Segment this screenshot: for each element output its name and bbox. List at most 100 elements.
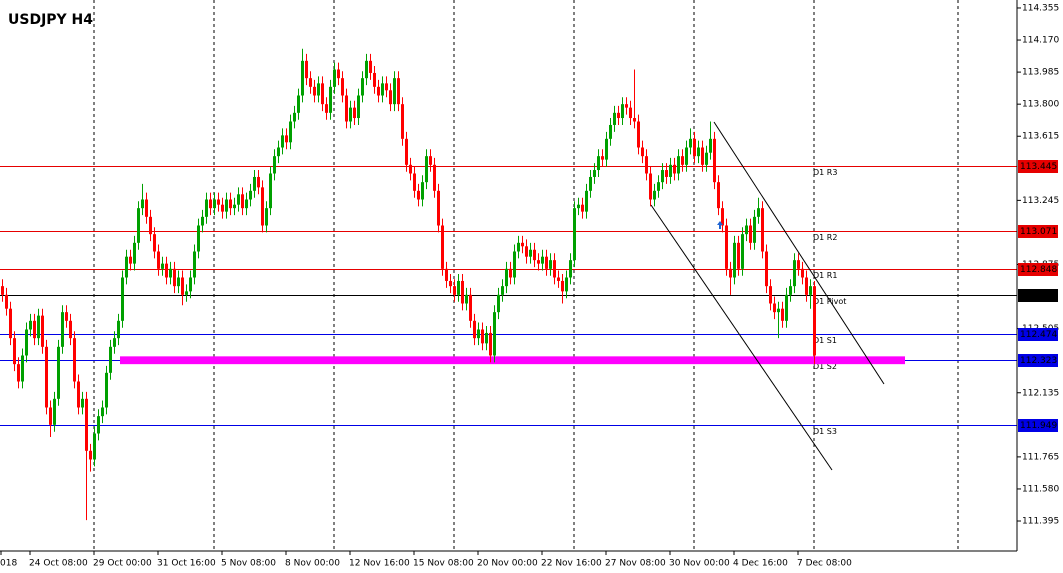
candle-body: [233, 204, 236, 209]
candle-body: [337, 69, 340, 79]
level-box: [1018, 354, 1058, 367]
candle-body: [209, 199, 212, 209]
candle-body: [305, 60, 308, 79]
candle-body: [409, 164, 412, 174]
x-tick-label: 22 Nov 16:00: [541, 559, 602, 569]
candle-body: [197, 225, 200, 252]
candle-body: [381, 83, 384, 96]
candle-body: [221, 204, 224, 212]
y-tick-label: 113.985: [1022, 68, 1059, 78]
candle-body: [293, 112, 296, 122]
candle-body: [109, 346, 112, 373]
candle-body: [5, 294, 8, 309]
zone-layer: [120, 356, 905, 365]
arrow-icon: [717, 221, 723, 229]
candle-body: [609, 124, 612, 139]
y-tick-label: 111.580: [1022, 484, 1059, 494]
candle-body: [321, 83, 324, 105]
candle-body: [57, 346, 60, 399]
candle-body: [217, 199, 220, 205]
candle-body: [765, 251, 768, 287]
candle-body: [637, 121, 640, 148]
candle-body: [81, 398, 84, 408]
candle-body: [745, 225, 748, 235]
zone: [120, 356, 905, 365]
candle-body: [549, 260, 552, 269]
y-tick-label: 113.800: [1022, 100, 1059, 110]
candle-body: [377, 86, 380, 96]
candle-body: [525, 246, 528, 257]
candle-body: [85, 398, 88, 451]
candle-body: [505, 268, 508, 287]
candle-body: [561, 280, 564, 292]
candle-body: [617, 112, 620, 119]
candle-body: [29, 320, 32, 330]
candle-body: [125, 256, 128, 278]
candle-body: [801, 268, 804, 278]
candle-body: [69, 320, 72, 339]
candle-body: [113, 338, 116, 347]
level-name: D1 R2: [813, 233, 837, 242]
candle-body: [353, 107, 356, 119]
candle-body: [437, 190, 440, 226]
candle-body: [513, 251, 516, 278]
candle-body: [493, 312, 496, 356]
candle-body: [697, 147, 700, 157]
candle-body: [449, 280, 452, 287]
candle-body: [285, 135, 288, 143]
candle-body: [425, 156, 428, 183]
level-name: D1 R3: [813, 168, 837, 177]
candle-body: [753, 216, 756, 243]
y-tick-label: 111.765: [1022, 452, 1059, 462]
candle-body: [269, 173, 272, 209]
candle-body: [645, 156, 648, 174]
candle-body: [665, 170, 668, 177]
candle-body: [789, 286, 792, 295]
candle-body: [65, 312, 68, 321]
candle-body: [737, 242, 740, 269]
candle-body: [517, 242, 520, 252]
candle-body: [277, 147, 280, 157]
candle-body: [781, 308, 784, 321]
candle-body: [153, 234, 156, 252]
x-tick-label: 29 Oct 00:00: [93, 559, 152, 569]
candle-body: [137, 208, 140, 243]
level-name: D1 S2: [813, 362, 837, 371]
candle-body: [161, 263, 164, 269]
candle-body: [653, 190, 656, 200]
candle-body: [685, 147, 688, 165]
candle-body: [73, 338, 76, 382]
candle-body: [545, 256, 548, 269]
level-value: 113.445: [1020, 162, 1057, 172]
candle-body: [521, 242, 524, 247]
candle-body: [257, 176, 260, 188]
candle-body: [461, 280, 464, 304]
x-tick-label: 31 Oct 16:00: [157, 559, 216, 569]
candle-body: [641, 147, 644, 157]
level-name: D1 Pivot: [813, 297, 846, 306]
candle-body: [661, 170, 664, 183]
candle-body: [421, 182, 424, 200]
candle-body: [117, 320, 120, 339]
candle-body: [565, 277, 568, 292]
candle-body: [605, 138, 608, 160]
candle-body: [45, 346, 48, 408]
candle-body: [477, 329, 480, 339]
candle-body: [349, 107, 352, 122]
candle-body: [413, 173, 416, 191]
y-tick-label: 113.615: [1022, 132, 1059, 142]
candle-body: [713, 138, 716, 183]
candle-body: [625, 104, 628, 108]
candle-body: [37, 315, 40, 339]
candle-body: [329, 86, 332, 113]
candle-body: [165, 263, 168, 278]
candle-body: [333, 69, 336, 87]
candle-body: [173, 268, 176, 287]
candle-body: [325, 104, 328, 113]
candle-body: [253, 176, 256, 191]
candle-body: [773, 303, 776, 313]
candle-body: [401, 104, 404, 139]
candle-body: [473, 320, 476, 339]
